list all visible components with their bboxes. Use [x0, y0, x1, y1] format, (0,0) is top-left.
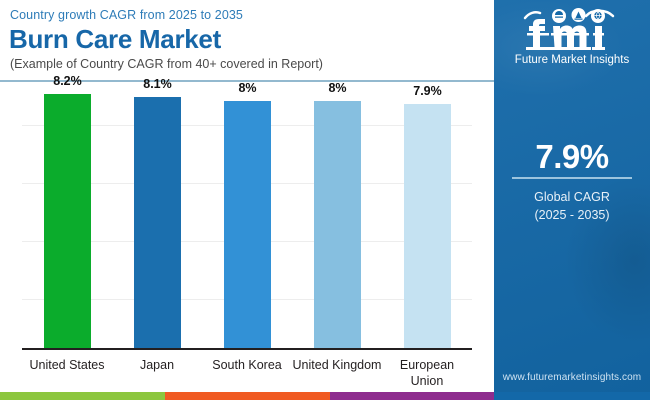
footer-color-strip — [0, 392, 650, 400]
bar-chart: 8.2% 8.1% 8% 8% 7.9% United States Japan South… — [0, 74, 494, 392]
stat-divider — [512, 177, 632, 179]
plot-area: 8.2% 8.1% 8% 8% 7.9% — [22, 74, 472, 348]
bar-value-label: 8.1% — [143, 77, 172, 91]
fmi-wordmark-icon — [523, 8, 615, 50]
bar — [224, 101, 271, 348]
bar — [404, 104, 451, 348]
category-label: Japan — [139, 358, 175, 372]
header-divider — [0, 80, 494, 82]
category-label: European Union — [399, 358, 455, 388]
orange-segment — [165, 392, 330, 400]
bar — [134, 97, 181, 348]
header-subtitle: (Example of Country CAGR from 40+ covere… — [10, 57, 323, 71]
website-url: www.futuremarketinsights.com — [502, 372, 642, 383]
brand-panel: Future Market Insights 7.9% Global CAGR … — [494, 0, 650, 400]
header: Country growth CAGR from 2025 to 2035 Bu… — [0, 0, 494, 80]
purple-segment — [330, 392, 494, 400]
chart-region: Country growth CAGR from 2025 to 2035 Bu… — [0, 0, 494, 392]
bar — [314, 101, 361, 348]
category-label: United States — [29, 358, 105, 372]
x-axis-line — [22, 348, 472, 350]
global-cagr-period: (2025 - 2035) — [534, 208, 610, 222]
fmi-logo: Future Market Insights — [494, 8, 650, 70]
bar-value-label: 8% — [328, 81, 347, 95]
category-label: United Kingdom — [292, 358, 382, 372]
green-segment — [0, 392, 165, 400]
logo-tagline: Future Market Insights — [514, 54, 630, 66]
global-cagr-label: Global CAGR — [534, 190, 610, 204]
bar — [44, 94, 91, 348]
bar-value-label: 8% — [238, 81, 257, 95]
global-cagr-value: 7.9% — [535, 138, 609, 175]
blue-segment — [494, 392, 650, 400]
header-eyebrow: Country growth CAGR from 2025 to 2035 — [10, 8, 243, 22]
bar-value-label: 8.2% — [53, 74, 82, 88]
bar-value-label: 7.9% — [413, 84, 442, 98]
category-label: South Korea — [212, 358, 282, 372]
page-title: Burn Care Market — [9, 24, 221, 54]
panel-texture — [494, 0, 650, 400]
